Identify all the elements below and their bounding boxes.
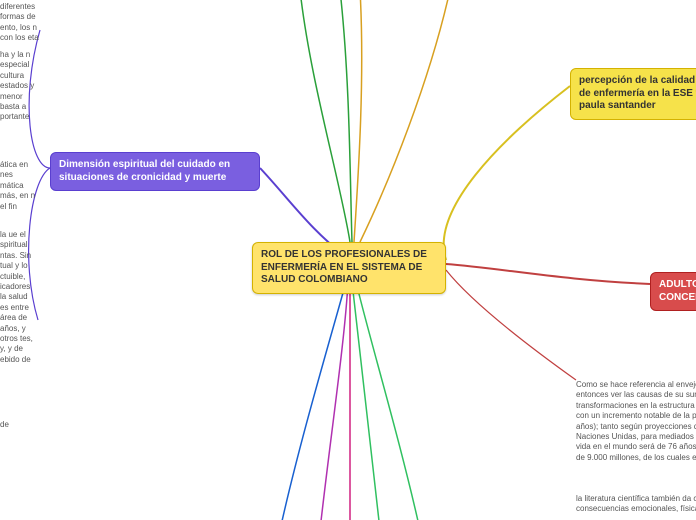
node-spiritual[interactable]: Dimensión espiritual del cuidado en situ… [50, 152, 260, 191]
edge [444, 86, 570, 260]
paragraph-p4: la ue el spiritual ntas. Sin tual y lo c… [0, 230, 38, 365]
paragraph-p3: ática en nes mática más, en n el fin [0, 160, 36, 212]
edge [352, 282, 380, 520]
paragraph-p6: Como se hace referencia al envejecimient… [576, 380, 696, 463]
edge [354, 0, 362, 242]
edge [360, 0, 450, 242]
edge [300, 0, 350, 242]
paragraph-p5: de [0, 420, 30, 430]
edge [356, 282, 420, 520]
edge [446, 270, 576, 380]
edge [320, 282, 348, 520]
paragraph-p2: ha y la n especial cultura estados y men… [0, 50, 40, 123]
paragraph-p1: diferentes formas de ento, los n con los… [0, 2, 42, 44]
node-adultos[interactable]: ADULTOS MAYORES CONCEPTUALIZACIÓN [650, 272, 696, 311]
edge [340, 0, 352, 242]
node-percepcion[interactable]: percepción de la calidad del cuidado de … [570, 68, 696, 120]
paragraph-p7: la literatura científica también da cuen… [576, 494, 696, 515]
edge [280, 282, 346, 520]
edge [446, 264, 650, 284]
center-node[interactable]: ROL DE LOS PROFESIONALES DE ENFERMERÍA E… [252, 242, 446, 294]
mindmap-canvas: ROL DE LOS PROFESIONALES DE ENFERMERÍA E… [0, 0, 696, 520]
